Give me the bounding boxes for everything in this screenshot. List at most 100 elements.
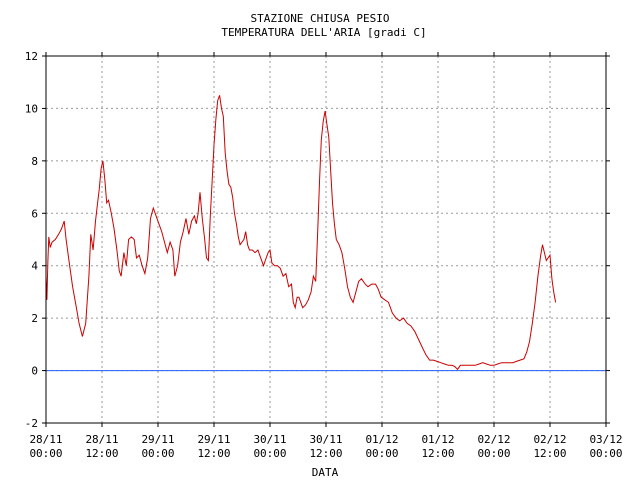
data-point-59 (194, 215, 195, 216)
data-point-161 (454, 366, 455, 367)
x-tick-time-6: 00:00 (365, 447, 398, 460)
data-point-126 (336, 239, 337, 240)
data-point-23 (101, 168, 102, 169)
data-point-119 (323, 121, 324, 122)
data-point-171 (490, 365, 491, 366)
data-point-147 (403, 318, 404, 319)
data-point-18 (90, 234, 91, 235)
data-point-83 (240, 244, 241, 245)
y-tick-label-4: 6 (31, 207, 38, 220)
x-tick-date-2: 29/11 (141, 433, 174, 446)
data-point-62 (199, 192, 200, 193)
data-point-192 (551, 278, 552, 279)
data-point-157 (440, 362, 441, 363)
data-point-56 (185, 218, 186, 219)
data-point-99 (277, 265, 278, 266)
data-point-116 (317, 234, 318, 235)
data-point-113 (311, 291, 312, 292)
data-point-167 (475, 365, 476, 366)
x-tick-date-8: 02/12 (477, 433, 510, 446)
data-point-98 (274, 265, 275, 266)
data-point-14 (79, 323, 80, 324)
data-point-117 (319, 181, 320, 182)
data-point-183 (532, 323, 533, 324)
data-point-173 (497, 363, 498, 364)
data-point-181 (526, 352, 527, 353)
y-tick-label-3: 4 (31, 260, 38, 273)
x-tick-date-6: 01/12 (365, 433, 398, 446)
data-point-149 (410, 325, 411, 326)
data-point-2 (47, 260, 48, 261)
data-point-94 (265, 260, 266, 261)
data-point-128 (341, 252, 342, 253)
data-point-9 (64, 221, 65, 222)
data-point-165 (467, 365, 468, 366)
y-tick-label-7: 12 (25, 50, 38, 63)
data-point-64 (204, 239, 205, 240)
data-point-169 (482, 362, 483, 363)
data-point-29 (114, 228, 115, 229)
x-tick-date-9: 02/12 (533, 433, 566, 446)
data-point-82 (238, 236, 239, 237)
data-point-162 (457, 369, 458, 370)
data-point-166 (471, 365, 472, 366)
data-point-32 (121, 276, 122, 277)
y-tick-label-0: -2 (25, 417, 38, 430)
data-point-177 (512, 362, 513, 363)
data-point-68 (212, 181, 213, 182)
data-point-25 (104, 179, 105, 180)
y-axis: -2 0 2 4 6 8 10 12 (25, 50, 610, 430)
data-point-124 (332, 202, 333, 203)
data-point-178 (516, 361, 517, 362)
data-point-73 (221, 108, 222, 109)
x-tick-time-5: 12:00 (309, 447, 342, 460)
data-point-163 (460, 365, 461, 366)
data-point-43 (150, 218, 151, 219)
data-point-70 (215, 118, 216, 119)
data-point-61 (198, 213, 199, 214)
data-point-21 (97, 205, 98, 206)
grid-lines (46, 56, 606, 423)
data-point-11 (69, 263, 70, 264)
data-point-33 (123, 252, 124, 253)
data-point-160 (451, 365, 452, 366)
x-tick-date-5: 30/11 (309, 433, 342, 446)
data-point-86 (245, 231, 246, 232)
y-tick-label-5: 8 (31, 155, 38, 168)
data-point-179 (520, 360, 521, 361)
data-point-132 (353, 302, 354, 303)
data-point-78 (230, 187, 231, 188)
data-point-26 (106, 202, 107, 203)
y-tick-label-1: 0 (31, 365, 38, 378)
data-point-52 (174, 276, 175, 277)
data-point-122 (328, 137, 329, 138)
data-point-129 (344, 268, 345, 269)
data-point-97 (271, 263, 272, 264)
data-point-50 (170, 242, 171, 243)
data-point-17 (88, 276, 89, 277)
data-point-191 (549, 255, 550, 256)
data-point-39 (139, 255, 140, 256)
data-point-6 (55, 239, 56, 240)
data-point-76 (227, 171, 228, 172)
data-point-54 (180, 242, 181, 243)
data-point-141 (381, 297, 382, 298)
data-point-156 (437, 361, 438, 362)
data-point-22 (99, 189, 100, 190)
data-point-45 (156, 215, 157, 216)
series-lines (45, 95, 557, 371)
data-point-176 (508, 362, 509, 363)
data-point-38 (136, 257, 137, 258)
data-point-110 (302, 307, 303, 308)
data-point-42 (147, 257, 148, 258)
data-point-184 (535, 302, 536, 303)
data-point-150 (414, 331, 415, 332)
temperature-series-line (45, 95, 557, 371)
data-point-79 (232, 197, 233, 198)
x-tick-date-0: 28/11 (29, 433, 62, 446)
data-point-112 (308, 299, 309, 300)
x-tick-time-7: 12:00 (421, 447, 454, 460)
data-point-101 (283, 276, 284, 277)
data-point-89 (252, 249, 253, 250)
data-point-130 (347, 286, 348, 287)
